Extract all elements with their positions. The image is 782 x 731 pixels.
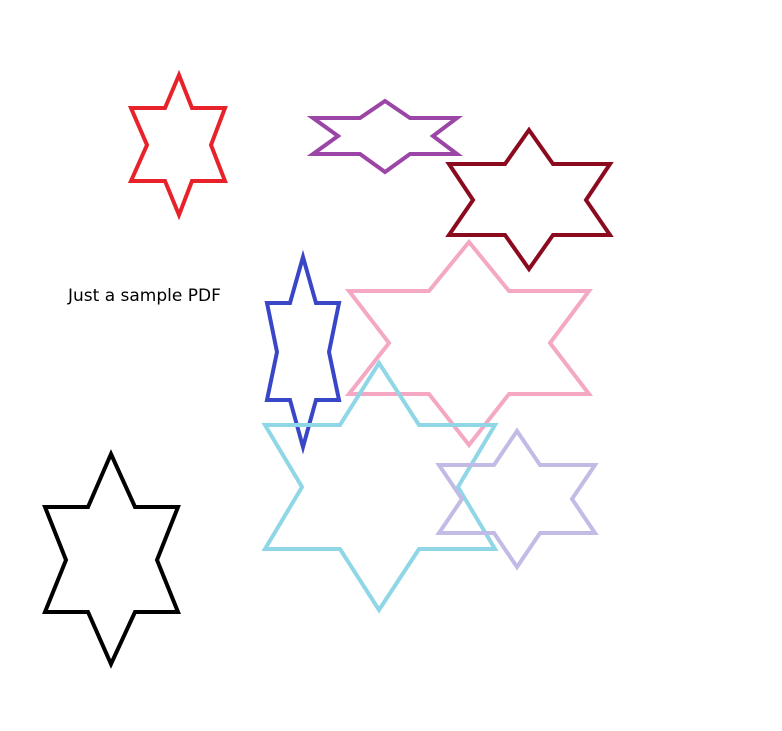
star-pink-outline (344, 238, 594, 449)
star-light-blue-outline (261, 359, 499, 614)
star-red-outline (127, 69, 228, 221)
star-dark-red-outline (445, 126, 614, 273)
star-lavender-outline (435, 427, 599, 571)
star-black-outline (42, 449, 181, 669)
star-blue-outline (264, 249, 342, 455)
star-purple-outline (306, 98, 463, 175)
sample-caption: Just a sample PDF (68, 286, 221, 306)
